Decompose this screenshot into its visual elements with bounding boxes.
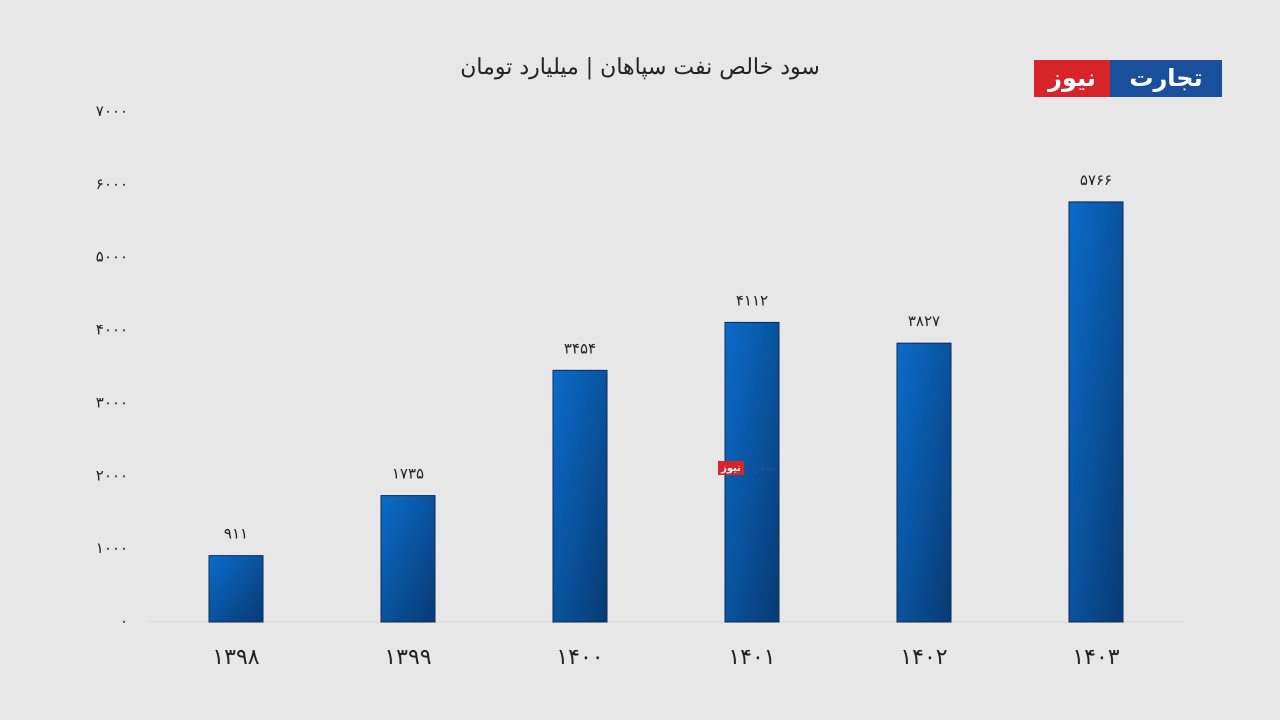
logo-text: نیوز: [1047, 64, 1096, 92]
y-tick-label: ۵۰۰۰: [96, 248, 128, 266]
y-tick-label: ۴۰۰۰: [96, 321, 128, 339]
x-tick-label: ۱۴۰۰: [556, 645, 603, 670]
value-label: ۱۷۳۵: [392, 465, 424, 483]
x-tick-label: ۱۴۰۱: [728, 645, 775, 670]
value-label: ۳۴۵۴: [564, 339, 596, 357]
y-tick-label: ۰: [120, 612, 128, 630]
watermark: نیوز تجارت: [718, 461, 777, 475]
bar: [208, 555, 264, 623]
y-tick-label: ۷۰۰۰: [96, 102, 128, 120]
y-tick-label: ۱۰۰۰: [96, 539, 128, 557]
y-tick-label: ۲۰۰۰: [96, 466, 128, 484]
value-label: ۹۱۱: [224, 525, 248, 543]
x-tick-label: ۱۴۰۳: [1072, 645, 1119, 670]
bar: [552, 369, 608, 623]
y-tick-label: ۶۰۰۰: [96, 175, 128, 193]
logo-blue: [1110, 60, 1222, 97]
y-tick-label: ۳۰۰۰: [96, 393, 128, 411]
chart-title: سود خالص نفت سپاهان | میلیارد تومان: [460, 55, 820, 80]
x-tick-label: ۱۳۹۸: [212, 645, 259, 670]
value-label: ۵۷۶۶: [1080, 171, 1112, 189]
watermark-text: تجارت: [743, 461, 777, 474]
bar: [380, 495, 436, 623]
bar: [724, 321, 780, 623]
watermark-red: [718, 461, 744, 475]
logo: تجارت نیوز: [1034, 60, 1222, 97]
value-label: ۳۸۲۷: [908, 312, 940, 330]
x-tick-label: ۱۴۰۲: [900, 645, 947, 670]
bar: [1068, 201, 1124, 623]
x-tick-label: ۱۳۹۹: [384, 645, 431, 670]
bar: [896, 342, 952, 623]
value-label: ۴۱۱۲: [736, 291, 768, 309]
watermark-text: نیوز: [720, 463, 741, 474]
logo-text: تجارت: [1129, 64, 1202, 92]
